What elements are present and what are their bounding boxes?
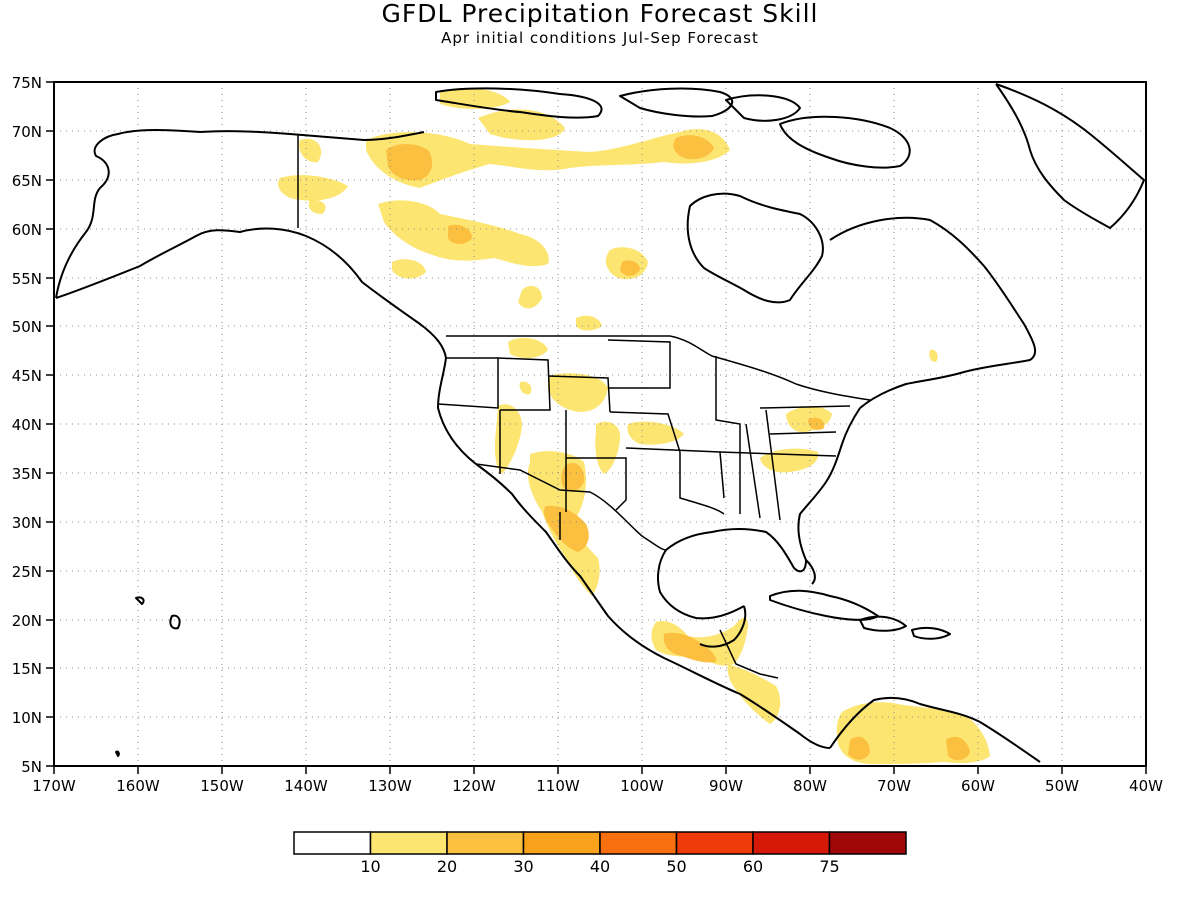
colorbar-swatch [369,831,448,855]
colorbar-swatch [599,831,678,855]
colorbar-label: 60 [743,857,763,876]
colorbar-swatch [752,831,831,855]
lat-label: 20N [12,612,42,630]
colorbar-label: 75 [819,857,839,876]
colorbar-swatch [293,831,372,855]
lon-label: 150W [200,777,244,795]
lon-label: 50W [1045,777,1079,795]
lon-label: 110W [536,777,580,795]
lon-label: 120W [452,777,496,795]
colorbar-swatch [446,831,525,855]
lat-label: 70N [12,123,42,141]
colorbar: 10 20 30 40 50 60 75 [293,831,907,876]
lon-label: 60W [961,777,995,795]
tick-marks [46,81,1147,774]
lon-label: 100W [620,777,664,795]
lon-label: 130W [368,777,412,795]
lat-label: 40N [12,416,42,434]
colorbar-label: 30 [513,857,533,876]
lon-label: 160W [116,777,160,795]
lat-label: 5N [21,758,42,776]
graticule [54,82,1146,766]
map-title: GFDL Precipitation Forecast Skill [381,0,819,28]
longitude-labels: 170W 160W 150W 140W 130W 120W 110W 100W … [32,777,1163,795]
lon-label: 140W [284,777,328,795]
lat-label: 25N [12,563,42,581]
colorbar-swatch [675,831,754,855]
lat-label: 55N [12,270,42,288]
lon-label: 40W [1129,777,1163,795]
lon-label: 70W [877,777,911,795]
lon-label: 90W [709,777,743,795]
coastlines [55,83,1145,763]
lat-label: 60N [12,221,42,239]
colorbar-label: 40 [590,857,610,876]
colorbar-label: 50 [666,857,686,876]
colorbar-swatch [522,831,601,855]
lat-label: 50N [12,318,42,336]
lat-label: 10N [12,709,42,727]
colorbar-swatch [828,831,907,855]
colorbar-label: 20 [437,857,457,876]
lat-label: 15N [12,660,42,678]
map-subtitle: Apr initial conditions Jul-Sep Forecast [441,29,759,47]
colorbar-label: 10 [360,857,380,876]
lat-label: 75N [12,74,42,92]
lat-label: 35N [12,465,42,483]
skill-shading-20-30 [386,135,970,761]
lat-label: 30N [12,514,42,532]
latitude-labels: 75N 70N 65N 60N 55N 50N 45N 40N 35N 30N … [12,74,42,776]
political-boundaries [297,134,871,679]
lat-label: 65N [12,172,42,190]
lon-label: 170W [32,777,76,795]
lon-label: 80W [793,777,827,795]
lat-label: 45N [12,367,42,385]
